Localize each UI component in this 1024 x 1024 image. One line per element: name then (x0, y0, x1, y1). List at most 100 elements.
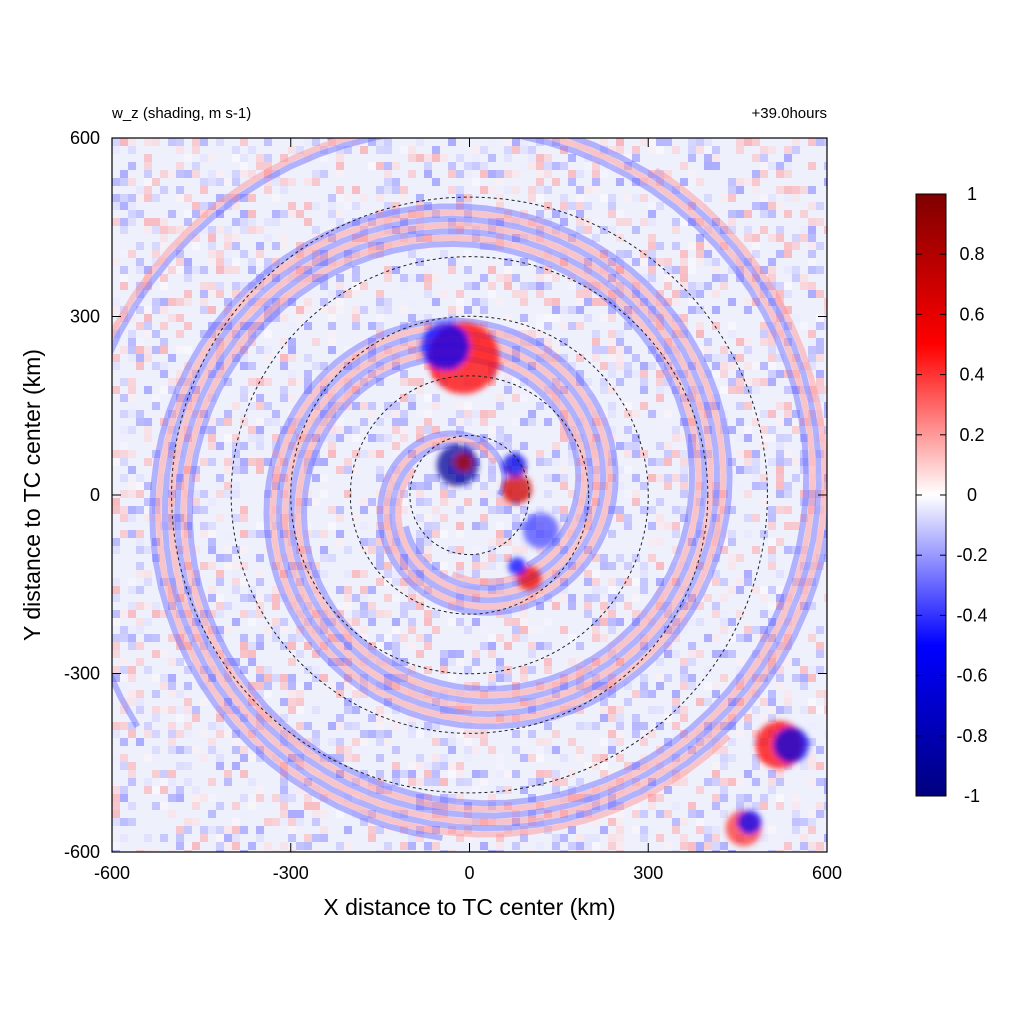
noise-cell (704, 250, 712, 258)
noise-cell (608, 674, 616, 682)
noise-cell (312, 650, 320, 658)
noise-cell (736, 370, 744, 378)
noise-cell (264, 178, 272, 186)
noise-cell (360, 586, 368, 594)
noise-cell (112, 586, 120, 594)
noise-cell (728, 386, 736, 394)
noise-cell (616, 330, 624, 338)
noise-cell (288, 682, 296, 690)
noise-cell (264, 258, 272, 266)
noise-cell (592, 786, 600, 794)
noise-cell (256, 642, 264, 650)
noise-cell (696, 178, 704, 186)
noise-cell (456, 850, 464, 852)
noise-cell (504, 714, 512, 722)
noise-cell (400, 658, 408, 666)
noise-cell (128, 466, 136, 474)
noise-cell (200, 138, 208, 146)
noise-cell (160, 778, 168, 786)
noise-cell (680, 322, 688, 330)
noise-cell (760, 210, 768, 218)
noise-cell (808, 850, 816, 852)
noise-cell (232, 850, 240, 852)
noise-cell (424, 714, 432, 722)
noise-cell (608, 210, 616, 218)
noise-cell (592, 410, 600, 418)
noise-cell (624, 346, 632, 354)
noise-cell (600, 762, 608, 770)
noise-cell (272, 754, 280, 762)
noise-cell (384, 170, 392, 178)
noise-cell (560, 578, 568, 586)
noise-cell (256, 746, 264, 754)
noise-cell (168, 522, 176, 530)
noise-cell (640, 730, 648, 738)
noise-cell (560, 354, 568, 362)
noise-cell (608, 474, 616, 482)
noise-cell (312, 530, 320, 538)
noise-cell (776, 434, 784, 442)
noise-cell (360, 634, 368, 642)
noise-cell (672, 434, 680, 442)
noise-cell (640, 218, 648, 226)
noise-cell (584, 722, 592, 730)
noise-cell (552, 314, 560, 322)
noise-cell (696, 738, 704, 746)
noise-cell (312, 418, 320, 426)
noise-cell (144, 178, 152, 186)
noise-cell (296, 546, 304, 554)
noise-cell (240, 194, 248, 202)
noise-cell (208, 666, 216, 674)
noise-cell (112, 594, 120, 602)
noise-cell (608, 274, 616, 282)
noise-cell (560, 258, 568, 266)
noise-cell (760, 338, 768, 346)
noise-cell (640, 274, 648, 282)
noise-cell (448, 218, 456, 226)
noise-cell (224, 314, 232, 322)
noise-cell (624, 250, 632, 258)
noise-cell (512, 378, 520, 386)
noise-cell (672, 578, 680, 586)
noise-cell (392, 642, 400, 650)
noise-cell (416, 554, 424, 562)
noise-cell (168, 794, 176, 802)
noise-cell (120, 346, 128, 354)
noise-cell (400, 338, 408, 346)
noise-cell (152, 442, 160, 450)
noise-cell (616, 514, 624, 522)
noise-cell (584, 314, 592, 322)
noise-cell (576, 514, 584, 522)
noise-cell (536, 186, 544, 194)
noise-cell (720, 362, 728, 370)
noise-cell (728, 378, 736, 386)
noise-cell (352, 314, 360, 322)
noise-cell (480, 242, 488, 250)
noise-cell (168, 658, 176, 666)
noise-cell (528, 362, 536, 370)
noise-cell (496, 674, 504, 682)
noise-cell (704, 682, 712, 690)
spiral-band (149, 203, 733, 841)
noise-cell (816, 762, 824, 770)
noise-cell (120, 282, 128, 290)
noise-cell (432, 842, 440, 850)
noise-cell (504, 154, 512, 162)
noise-cell (152, 242, 160, 250)
noise-cell (816, 746, 824, 754)
noise-cell (616, 658, 624, 666)
noise-cell (760, 266, 768, 274)
noise-cell (392, 418, 400, 426)
noise-cell (736, 138, 744, 146)
noise-cell (728, 538, 736, 546)
noise-cell (176, 842, 184, 850)
noise-cell (656, 706, 664, 714)
noise-cell (240, 850, 248, 852)
noise-cell (424, 642, 432, 650)
noise-cell (592, 466, 600, 474)
noise-cell (752, 202, 760, 210)
noise-cell (784, 850, 792, 852)
noise-cell (696, 730, 704, 738)
noise-cell (240, 674, 248, 682)
noise-cell (432, 770, 440, 778)
